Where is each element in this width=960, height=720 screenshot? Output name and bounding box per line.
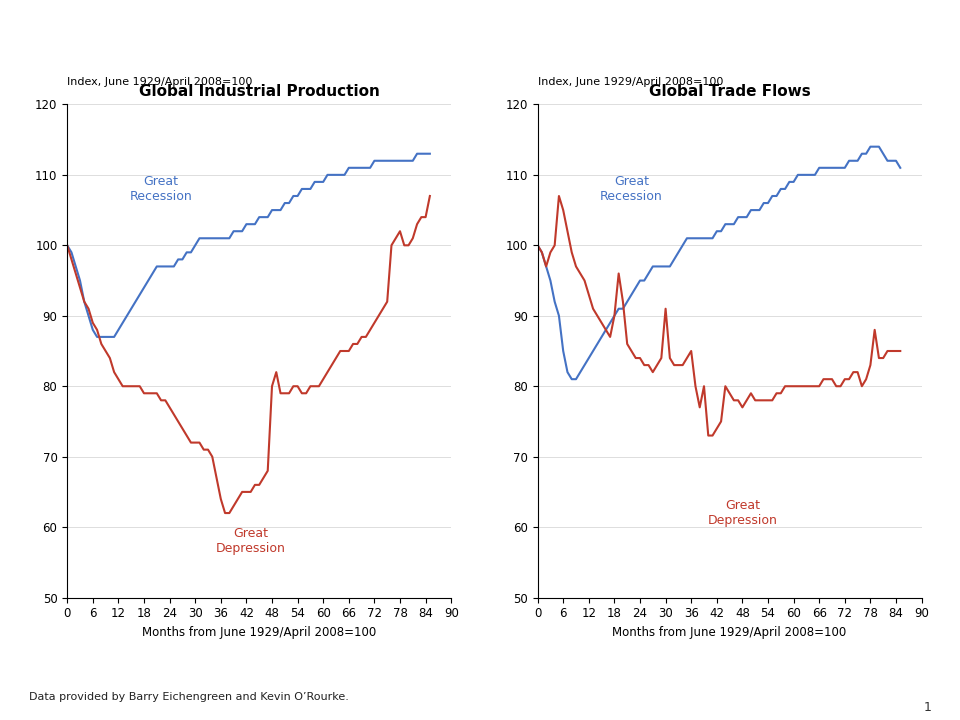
Title: Global Industrial Production: Global Industrial Production — [139, 84, 379, 99]
Text: 1: 1 — [924, 701, 931, 714]
Text: Great
Recession: Great Recession — [600, 175, 662, 203]
X-axis label: Months from June 1929/April 2008=100: Months from June 1929/April 2008=100 — [142, 626, 376, 639]
Text: Great
Depression: Great Depression — [216, 527, 286, 555]
Text: Great
Recession: Great Recession — [130, 175, 192, 203]
Text: Index, June 1929/April 2008=100: Index, June 1929/April 2008=100 — [538, 77, 723, 87]
Text: Data provided by Barry Eichengreen and Kevin O’Rourke.: Data provided by Barry Eichengreen and K… — [29, 692, 348, 702]
Title: Global Trade Flows: Global Trade Flows — [649, 84, 810, 99]
Text: The G-20’s Actions Helped to Avert a Second Great Depression: The G-20’s Actions Helped to Avert a Sec… — [0, 27, 960, 55]
X-axis label: Months from June 1929/April 2008=100: Months from June 1929/April 2008=100 — [612, 626, 847, 639]
Text: Index, June 1929/April 2008=100: Index, June 1929/April 2008=100 — [67, 77, 252, 87]
Text: Great
Depression: Great Depression — [708, 499, 778, 527]
